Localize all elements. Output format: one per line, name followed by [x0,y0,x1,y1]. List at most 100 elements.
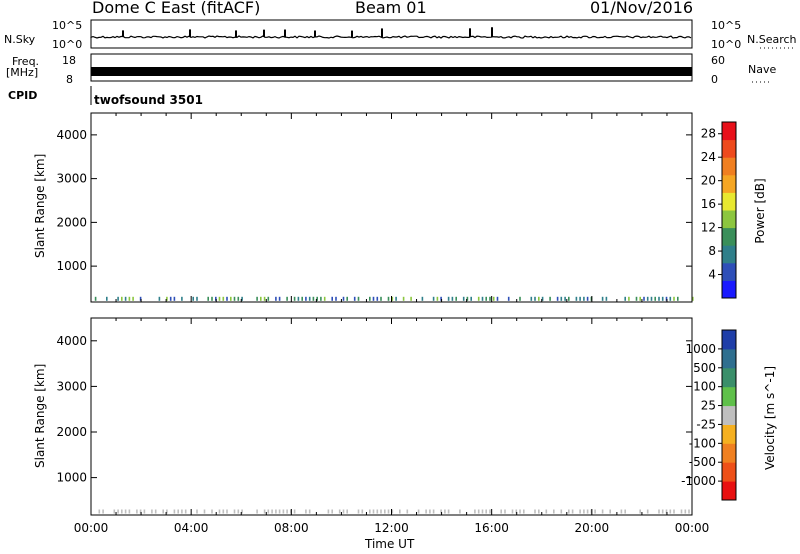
data-pixel [357,296,360,301]
data-pixel [323,296,326,301]
data-pixel [376,296,379,301]
data-pixel [380,296,382,301]
data-pixel [466,296,469,301]
data-pixel [496,296,499,301]
data-pixel [485,296,487,301]
data-pixel [541,296,544,301]
data-pixel [436,296,439,301]
data-pixel [308,296,311,301]
data-pixel [192,296,194,301]
data-pixel [132,296,134,301]
data-pixel [568,296,570,301]
data-pixel [226,296,228,301]
data-pixel [128,296,131,301]
data-pixel [335,296,337,301]
data-pixel [372,296,375,301]
data-pixel [481,296,484,301]
data-pixel [402,296,405,301]
data-pixel [106,296,108,301]
data-pixel [353,296,356,301]
data-pixel [301,296,303,301]
data-pixel [395,296,397,301]
data-pixel [230,296,232,301]
data-pixel [94,296,97,301]
data-pixel [263,296,266,301]
data-pixel [440,296,442,301]
data-pixel [579,296,581,301]
data-pixel [215,296,217,301]
data-pixel [432,296,435,301]
plot-background [91,113,692,302]
nsky-frame [90,19,693,49]
data-pixel [316,296,318,301]
data-pixel [628,296,630,301]
data-pixel [260,296,262,301]
data-pixel [297,296,300,301]
data-pixel [470,296,472,301]
data-pixel [173,296,176,301]
data-pixel [564,296,566,301]
data-pixel [139,296,142,301]
data-pixel [158,296,161,301]
summary-panels [90,19,796,105]
data-pixel [556,296,559,301]
data-pixel [342,296,345,301]
data-pixel [256,296,258,301]
data-pixel [369,296,371,301]
data-pixel [601,296,604,301]
data-pixel [492,296,495,301]
data-pixel [507,296,510,301]
data-pixel [391,296,394,301]
data-pixel [410,296,412,301]
data-pixel [346,296,348,301]
data-pixel [320,296,322,301]
data-pixel [451,296,454,301]
data-pixel [222,296,225,301]
data-pixel [462,296,465,301]
data-pixel [586,296,589,301]
data-pixel [560,296,563,301]
data-pixel [575,296,578,301]
data-pixel [278,296,281,301]
data-pixel [538,296,540,301]
data-pixel [207,296,209,301]
data-pixel [166,296,168,301]
data-pixel [293,296,296,301]
freq-band [91,67,692,76]
data-pixel [639,296,641,301]
data-pixel [124,296,127,301]
data-pixel [237,296,240,301]
data-pixel [635,296,638,301]
data-pixel [534,296,536,301]
data-pixel [421,296,424,301]
data-pixel [605,296,608,301]
data-pixel [624,296,626,301]
data-pixel [169,296,172,301]
nsky-trace [90,35,692,39]
data-pixel [211,296,213,301]
data-pixel [218,296,221,301]
data-pixel [489,296,491,301]
data-pixel [305,296,307,301]
data-pixel [233,296,236,301]
data-pixel [267,296,270,301]
data-pixel [530,296,533,301]
data-pixel [519,296,521,301]
data-pixel [196,296,198,301]
data-pixel [447,296,450,301]
data-pixel [549,296,551,301]
data-pixel [286,296,288,301]
data-pixel [583,296,585,301]
data-pixel [117,296,119,301]
data-pixel [181,296,183,301]
data-pixel [455,296,457,301]
data-pixel [477,296,480,301]
data-pixel [275,296,277,301]
data-pixel [331,296,333,301]
data-pixel [241,296,243,301]
data-pixel [387,296,390,301]
data-pixel [312,296,315,301]
data-pixel [121,296,123,301]
